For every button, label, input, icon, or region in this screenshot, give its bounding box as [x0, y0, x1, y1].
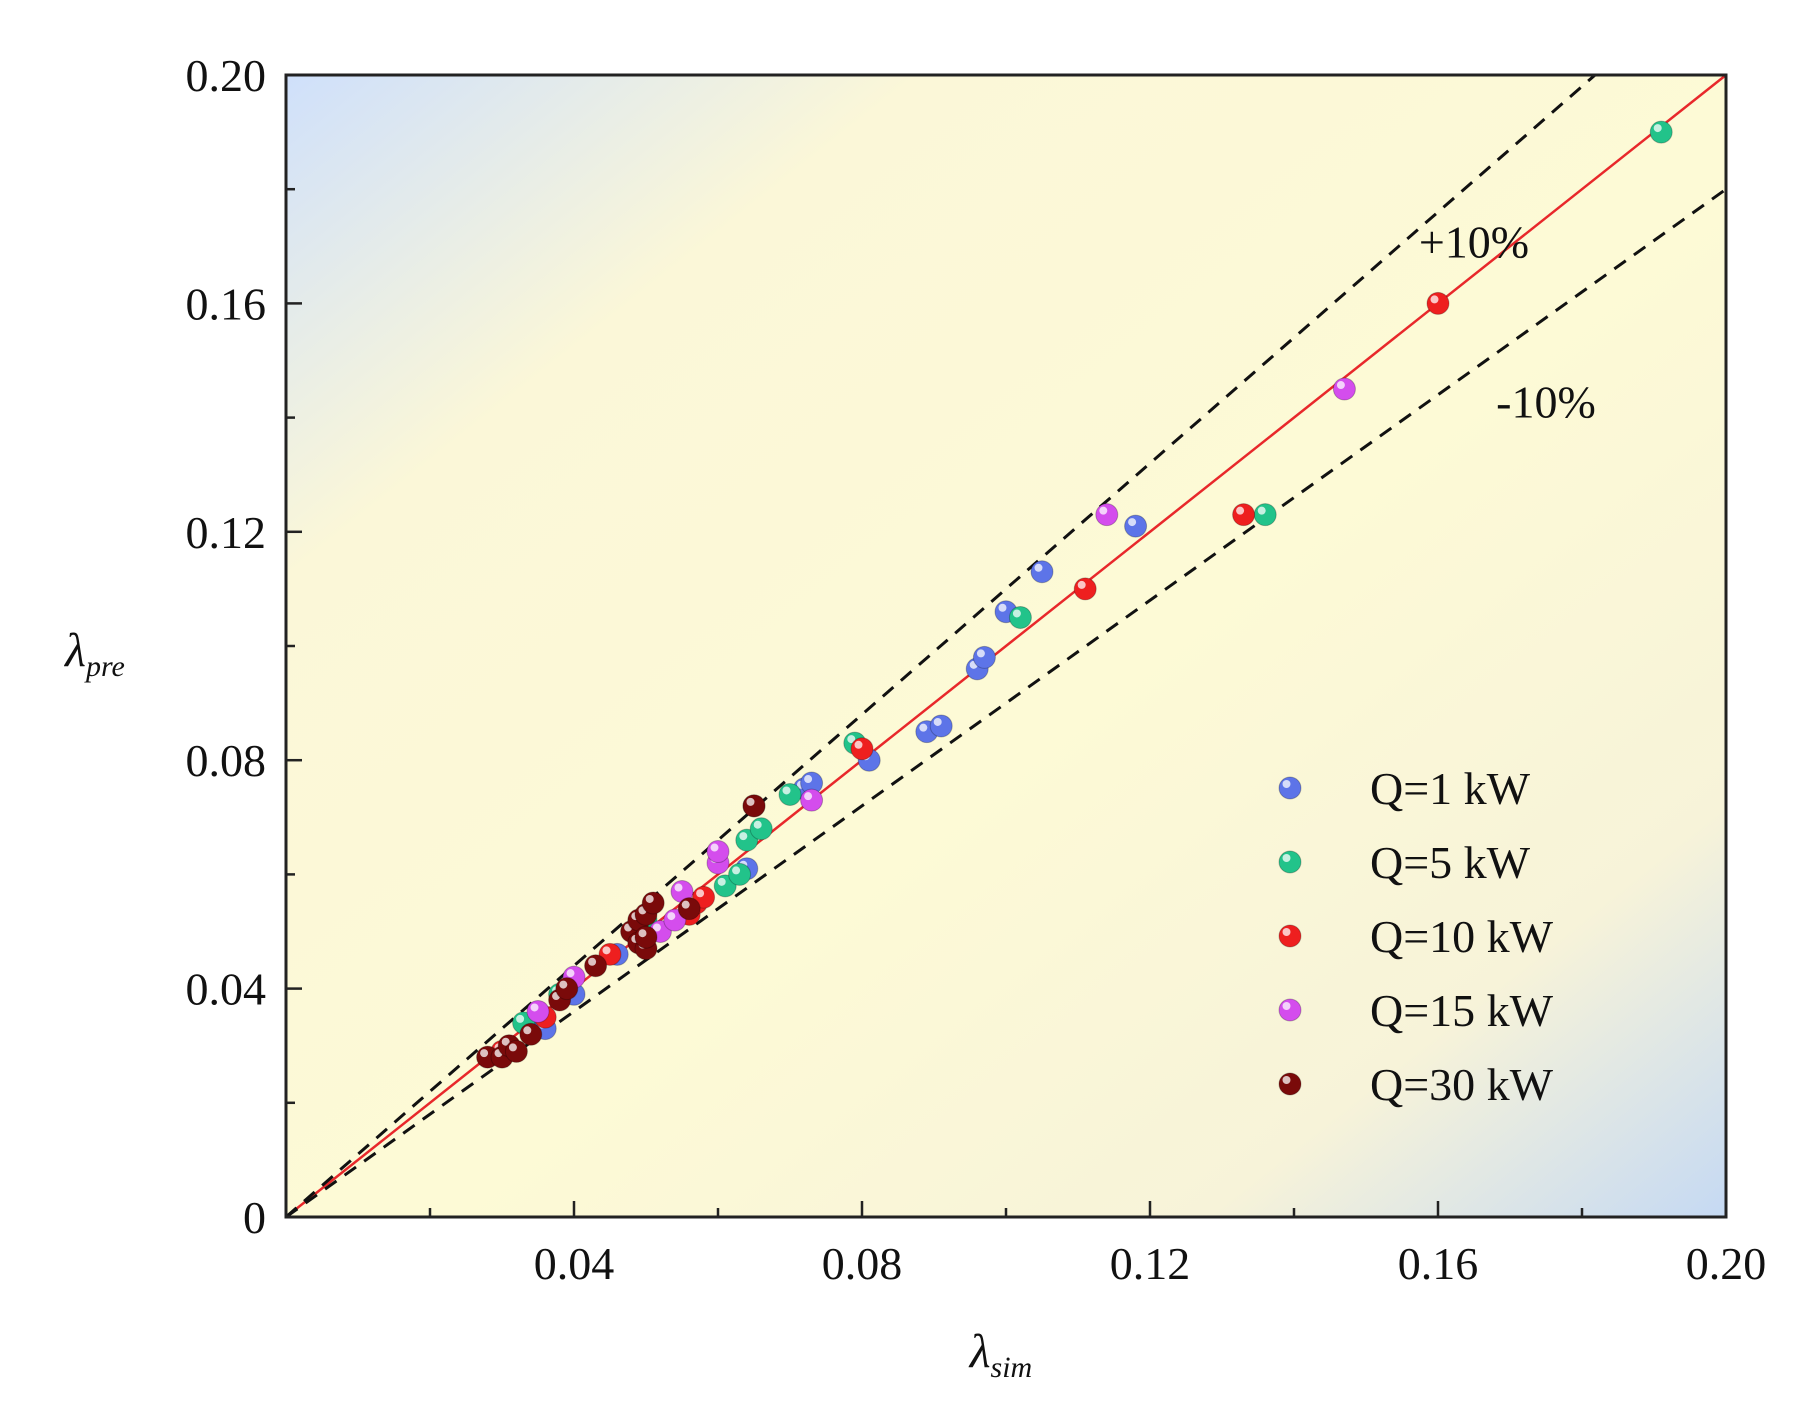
data-point-series-1: [1124, 514, 1148, 538]
y-axis-symbol: λ: [63, 624, 86, 677]
data-point-series-2: [749, 817, 773, 841]
data-point-series-2: [1008, 605, 1032, 629]
data-point-series-5: [742, 794, 766, 818]
data-point-series-4: [526, 999, 550, 1023]
data-point-series-4: [670, 880, 694, 904]
legend-label: Q=15 kW: [1370, 985, 1554, 1036]
data-point-series-4: [800, 788, 824, 812]
legend-label: Q=10 kW: [1370, 911, 1554, 962]
y-tick-label: 0.08: [186, 735, 267, 786]
data-point-series-4: [1095, 503, 1119, 527]
y-tick-label: 0.12: [186, 507, 267, 558]
x-axis-subscript: sim: [991, 1351, 1033, 1384]
reference-line-2: [286, 75, 1598, 1217]
data-point-series-3: [1073, 577, 1097, 601]
data-point-series-1: [929, 714, 953, 738]
data-point-series-2: [778, 782, 802, 806]
x-axis-symbol: λ: [968, 1325, 991, 1378]
y-tick-label: 0: [243, 1192, 266, 1243]
data-point-series-5: [677, 897, 701, 921]
tick-labels: 0.04 0.08 0.12 0.16 0.20 0 0.04 0.08 0.12 0.16 0.2…: [186, 50, 1767, 1289]
legend-marker: [1278, 850, 1302, 874]
data-point-series-3: [1426, 291, 1450, 315]
data-point-series-3: [850, 737, 874, 761]
legend-marker: [1278, 776, 1302, 800]
y-tick-label: 0.16: [186, 278, 267, 329]
data-point-series-5: [519, 1022, 543, 1046]
data-point-series-4: [1332, 377, 1356, 401]
legend-marker: [1278, 924, 1302, 948]
annotations: +10% -10%: [1419, 217, 1596, 428]
y-tick-label: 0.20: [186, 50, 267, 101]
x-tick-label: 0.12: [1110, 1238, 1191, 1289]
data-point-series-2: [728, 862, 752, 886]
data-points: [476, 120, 1673, 1069]
data-point-series-5: [584, 954, 608, 978]
legend-label: Q=30 kW: [1370, 1059, 1554, 1110]
data-point-series-5: [641, 891, 665, 915]
data-point-series-5: [555, 977, 579, 1001]
legend: Q=1 kW Q=5 kW Q=10 kW Q=15 kW Q=30 kW: [1278, 763, 1554, 1110]
y-tick-label: 0.04: [186, 964, 267, 1015]
legend-marker: [1278, 1072, 1302, 1096]
data-point-series-5: [504, 1039, 528, 1063]
legend-label: Q=5 kW: [1370, 837, 1531, 888]
legend-marker: [1278, 998, 1302, 1022]
x-tick-label: 0.20: [1686, 1238, 1767, 1289]
data-point-series-4: [706, 840, 730, 864]
data-point-series-2: [1253, 503, 1277, 527]
x-tick-label: 0.04: [534, 1238, 615, 1289]
data-point-series-1: [972, 645, 996, 669]
data-point-series-2: [1649, 120, 1673, 144]
data-point-series-1: [1030, 560, 1054, 584]
y-axis-title: λpre: [63, 624, 125, 683]
axis-ticks: [286, 187, 1584, 1217]
legend-label: Q=1 kW: [1370, 763, 1531, 814]
x-axis-title: λsim: [968, 1325, 1032, 1384]
data-point-series-1: [800, 771, 824, 795]
data-point-series-5: [634, 925, 658, 949]
annotation-label: -10%: [1496, 377, 1596, 428]
reference-line-3: [286, 187, 1726, 1217]
y-axis-subscript: pre: [84, 650, 125, 683]
annotation-label: +10%: [1419, 217, 1529, 268]
x-tick-label: 0.08: [822, 1238, 903, 1289]
x-tick-label: 0.16: [1398, 1238, 1479, 1289]
data-point-series-3: [1232, 503, 1256, 527]
